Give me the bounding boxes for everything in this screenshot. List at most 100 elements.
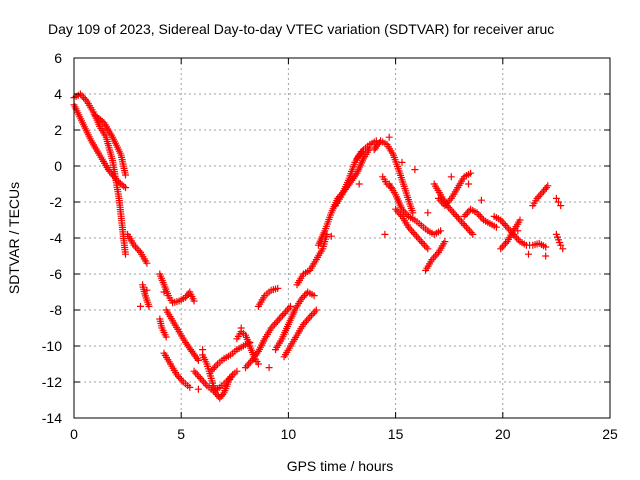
data-point: [557, 202, 565, 210]
data-point-fill: [409, 229, 417, 237]
y-tick-label: -2: [50, 194, 63, 210]
data-point: [287, 302, 294, 310]
x-axis-label: GPS time / hours: [287, 458, 394, 474]
data-point-fill: [476, 212, 484, 220]
data-point: [280, 310, 288, 318]
data-point: [411, 166, 419, 174]
x-tick-label: 10: [281, 426, 297, 442]
data-point: [327, 232, 335, 240]
data-point: [467, 169, 475, 177]
data-point-fill: [459, 220, 467, 228]
y-tick-label: 6: [54, 50, 62, 66]
data-point: [441, 238, 449, 246]
y-tick-label: -6: [50, 266, 63, 282]
data-point: [424, 209, 432, 217]
y-tick-label: -14: [42, 410, 62, 426]
data-point-fill: [283, 306, 291, 314]
data-point: [385, 133, 393, 141]
data-point-fill: [309, 310, 317, 318]
data-point: [544, 182, 552, 190]
data-point-fill: [192, 369, 200, 377]
data-point: [424, 245, 432, 253]
data-point-fill: [304, 315, 312, 323]
data-point-fill: [419, 239, 427, 247]
y-tick-label: 0: [54, 158, 62, 174]
data-point: [274, 284, 282, 292]
data-point-fill: [431, 252, 439, 260]
data-point: [417, 238, 425, 246]
x-tick-label: 25: [602, 426, 618, 442]
data-point-fill: [277, 313, 285, 321]
data-point: [160, 288, 168, 296]
data-point: [542, 243, 550, 251]
data-point: [162, 333, 170, 341]
data-point-fill: [212, 362, 220, 370]
data-point: [190, 367, 198, 375]
data-point: [194, 356, 202, 364]
data-point-fill: [198, 376, 206, 384]
data-point: [465, 180, 472, 188]
data-point: [552, 194, 560, 202]
chart-title: Day 109 of 2023, Sidereal Day-to-day VTE…: [48, 21, 554, 37]
data-point: [306, 313, 314, 321]
data-point: [122, 184, 129, 192]
data-point: [242, 364, 249, 372]
grid-lines: [74, 58, 610, 418]
data-point: [186, 383, 194, 391]
data-point-fill: [285, 304, 293, 312]
y-tick-label: 4: [54, 86, 62, 102]
data-point-fill: [413, 232, 420, 240]
data-point-fill: [461, 221, 469, 229]
data-point-fill: [446, 205, 454, 213]
data-point-fill: [178, 376, 186, 384]
data-point: [516, 216, 524, 224]
data-point-fill: [421, 241, 428, 249]
data-point-fill: [279, 311, 286, 319]
data-point: [265, 364, 273, 372]
x-tick-label: 0: [70, 426, 78, 442]
data-point-fill: [243, 362, 251, 370]
data-point-fill: [133, 245, 141, 253]
data-point: [122, 250, 129, 258]
data-point-fill: [505, 225, 513, 233]
y-tick-label: -10: [42, 338, 62, 354]
data-point-fill: [454, 214, 462, 222]
data-point-fill: [451, 211, 459, 219]
data-point: [542, 252, 550, 260]
data-point-fill: [210, 364, 218, 372]
data-point: [398, 158, 406, 166]
data-point-fill: [414, 234, 422, 242]
data-point: [122, 171, 129, 179]
data-point-fill: [500, 241, 508, 249]
data-point-fill: [536, 191, 544, 199]
data-point: [145, 302, 153, 310]
data-point: [355, 180, 363, 188]
data-point: [469, 230, 477, 238]
data-point: [456, 216, 464, 224]
data-point-fill: [498, 243, 506, 251]
data-point-fill: [538, 189, 546, 197]
data-point: [447, 173, 455, 181]
data-point-fill: [275, 315, 283, 323]
data-point-fill: [307, 311, 315, 319]
data-point: [477, 196, 485, 204]
data-point-fill: [416, 236, 424, 244]
data-point: [557, 241, 565, 249]
data-point-fill: [436, 196, 444, 204]
data-point: [199, 346, 207, 354]
y-tick-label: 2: [54, 122, 62, 138]
data-point-fill: [78, 92, 86, 100]
data-point-fill: [272, 319, 280, 327]
data-point-fill: [193, 371, 201, 379]
data-point-fill: [201, 380, 209, 388]
data-point: [525, 250, 532, 258]
axis-ticks: 0 5 10 15 20 25 -14 -12 -10 -8 -6 -4 -2 0 2 4 6: [42, 50, 618, 442]
data-point: [312, 306, 320, 314]
x-tick-label: 15: [388, 426, 404, 442]
data-point-fill: [462, 211, 470, 219]
data-point-fill: [500, 220, 508, 228]
data-point-fill: [466, 227, 474, 235]
data-point: [462, 223, 470, 231]
y-axis-label: SDTVAR / TECUs: [6, 182, 22, 294]
data-point: [310, 292, 318, 300]
